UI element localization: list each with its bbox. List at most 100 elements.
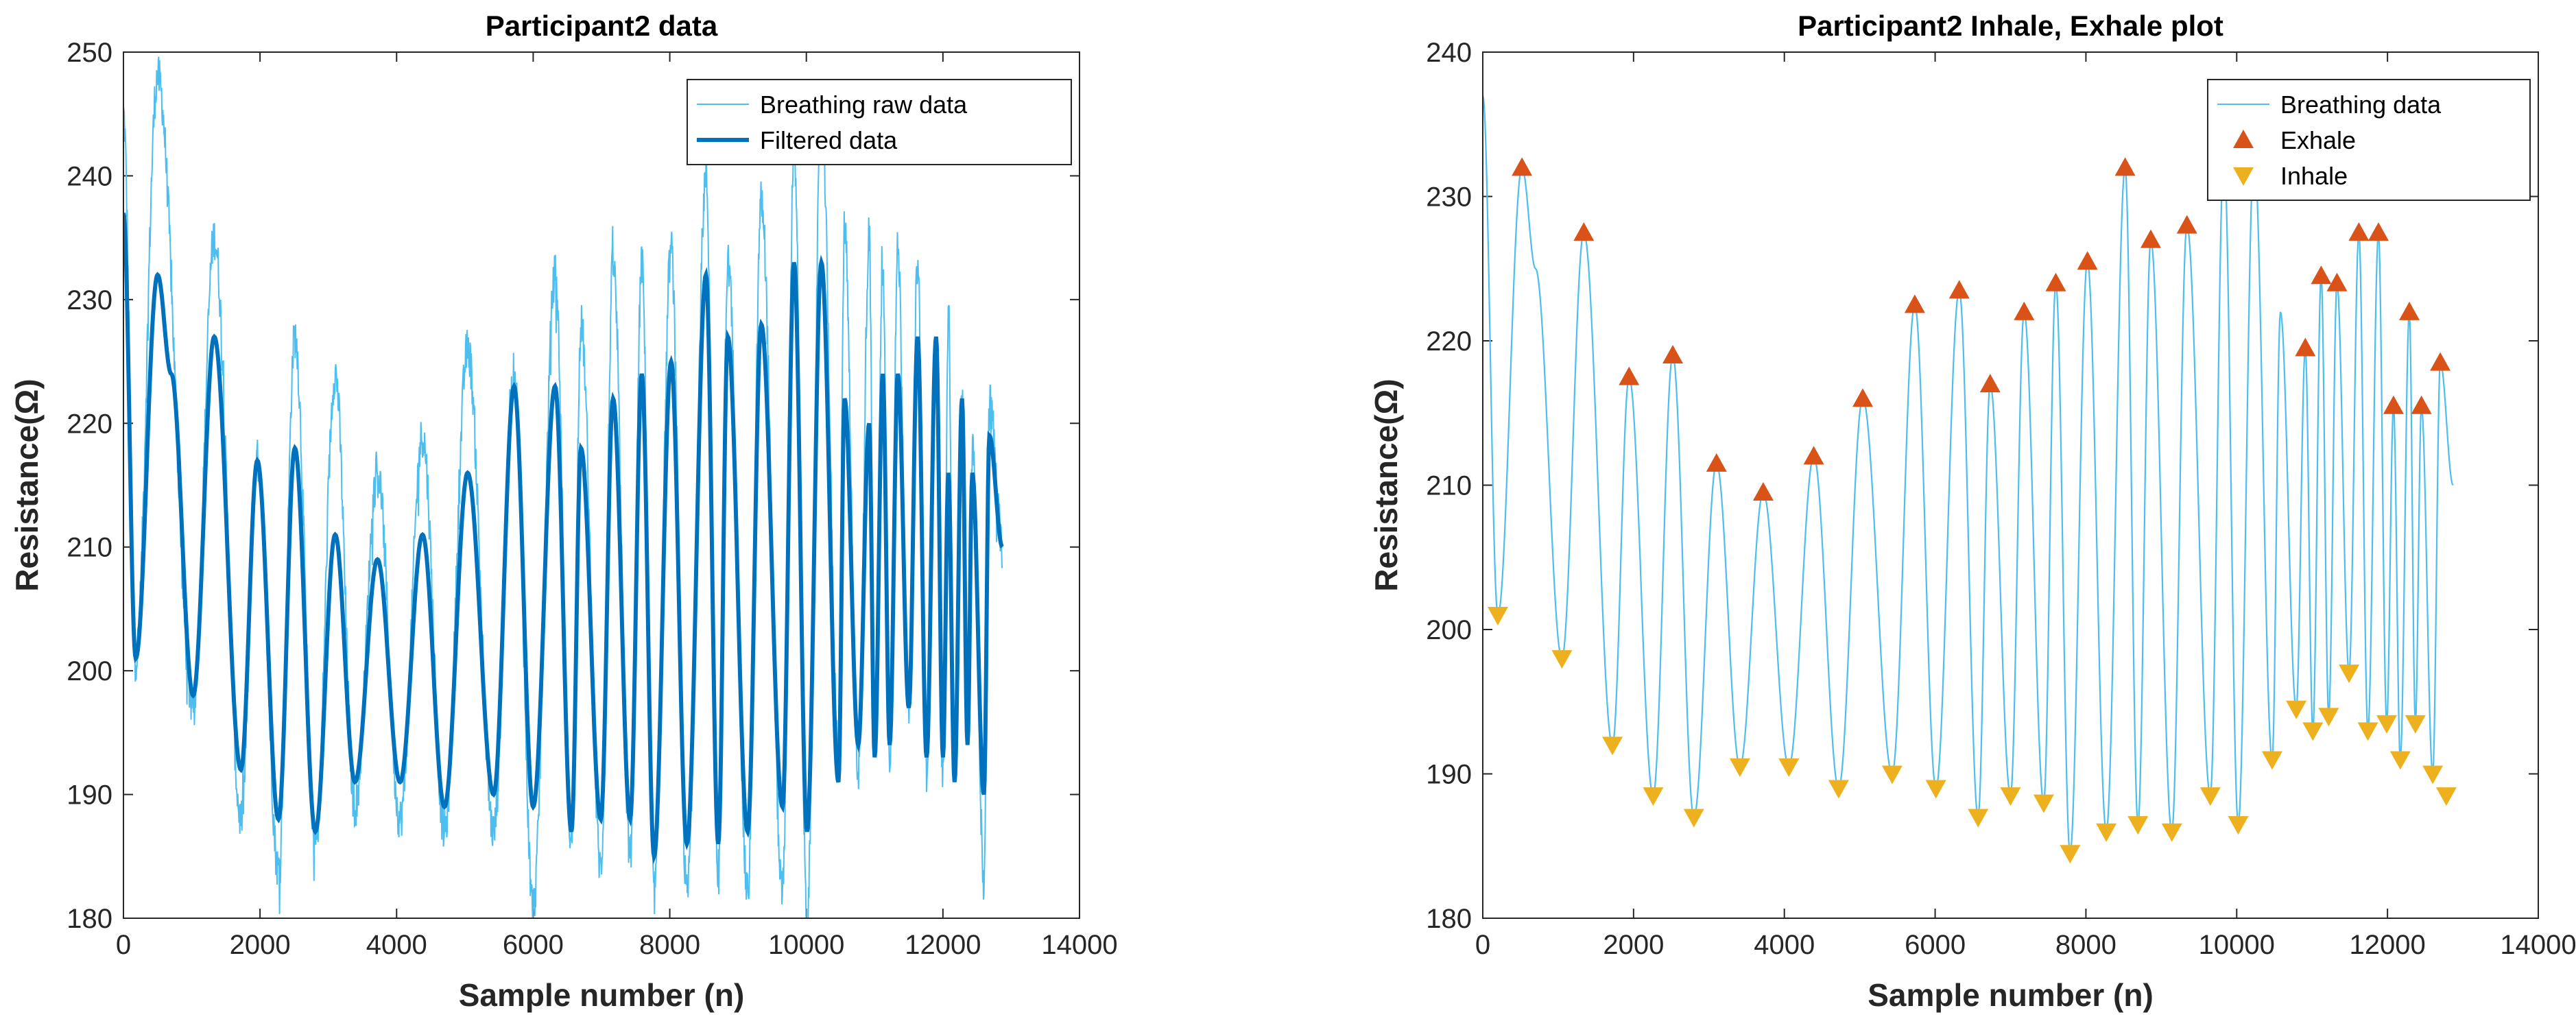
x-tick-label: 2000 [1603,930,1664,960]
exhale-marker [2383,395,2404,414]
inhale-marker [2127,816,2149,835]
axis-ticks: 0 2000 4000 6000 8000 10000 12000 14000 180 190 20… [1426,38,2576,960]
inhale-marker [2033,794,2054,813]
exhale-marker [1619,366,1640,385]
exhale-marker [1706,453,1727,472]
inhale-marker [2228,816,2249,835]
chart-participant2-data: Participant2 data Sample number (n) Resi… [9,10,1118,1013]
x-tick-label: 6000 [503,930,564,960]
inhale-marker [2286,700,2307,719]
x-tick-label: 12000 [905,930,981,960]
inhale-marker [1968,809,1989,828]
exhale-marker [2176,215,2197,234]
exhale-marker [1979,374,2001,393]
y-axis-label: Resistance(Ω) [9,379,45,591]
y-tick-label: 180 [1426,904,1472,934]
x-tick-label: 14000 [2500,930,2576,960]
exhale-marker [1803,446,1824,465]
exhale-marker [1573,222,1595,241]
exhale-marker [1852,388,1874,407]
legend-box [2207,79,2531,201]
exhale-marker [2295,337,2316,357]
inhale-marker [1828,780,1849,799]
exhale-marker [1662,345,1684,364]
legend-entry-raw: Breathing raw data [760,91,968,119]
y-tick-label: 200 [67,656,112,686]
x-axis-label: Sample number (n) [459,977,745,1013]
plot-area [1483,95,2457,864]
x-tick-label: 8000 [2055,930,2116,960]
y-tick-label: 210 [1426,471,1472,501]
y-tick-label: 250 [67,38,112,68]
inhale-marker [2318,708,2339,727]
x-tick-label: 8000 [639,930,700,960]
y-tick-label: 230 [1426,182,1472,213]
inhale-marker [1643,787,1664,806]
exhale-marker [2114,157,2136,176]
inhale-marker [2389,751,2411,770]
inhale-marker [1881,765,1903,785]
inhale-marker [2161,823,2182,842]
legend-marker-exhale [2233,130,2254,148]
exhale-marker [1512,157,1533,176]
legend-entry-exhale: Exhale [2280,126,2356,154]
axes-frame [123,51,1080,919]
x-axis-label: Sample number (n) [1868,977,2154,1013]
exhale-marker [2411,395,2432,414]
exhale-marker [2077,251,2098,270]
exhale-marker [2430,352,2451,371]
y-axis-label: Resistance(Ω) [1368,379,1404,591]
x-tick-label: 10000 [768,930,844,960]
inhale-marker [2261,751,2282,770]
inhale-marker [1778,758,1800,777]
legend: Breathing data Exhale Inhale [2207,79,2531,201]
chart-participant2-inhale-exhale: Participant2 Inhale, Exhale plot Sample … [1368,10,2576,1013]
y-tick-label: 240 [67,161,112,191]
legend-entry-inhale: Inhale [2280,162,2348,190]
exhale-marker [2348,222,2370,241]
exhale-marker [2014,301,2035,320]
inhale-marker [1602,736,1623,756]
inhale-marker [1683,809,1704,828]
axes-frame [1482,51,2539,919]
x-tick-label: 10000 [2199,930,2275,960]
exhale-marker [1904,294,1925,313]
y-tick-label: 220 [1426,326,1472,357]
y-tick-label: 210 [67,533,112,563]
inhale-marker [2435,787,2457,806]
legend-entry-breathing: Breathing data [2280,91,2442,119]
x-tick-label: 0 [116,930,131,960]
y-tick-label: 190 [1426,760,1472,790]
inhale-marker [2339,664,2360,684]
exhale-marker [1948,280,1970,299]
x-tick-label: 14000 [1041,930,1117,960]
inhale-marker [2357,722,2378,741]
exhale-marker [1752,482,1774,501]
plot-area [123,56,1004,918]
inhale-marker [2096,823,2117,842]
chart-title: Participant2 Inhale, Exhale plot [1798,10,2223,42]
inhale-marker [2000,787,2021,806]
inhale-marker [2302,722,2324,741]
legend-marker-inhale [2233,167,2254,186]
y-tick-label: 200 [1426,615,1472,645]
exhale-marker [2399,301,2420,320]
inhale-marker [1487,606,1508,625]
y-tick-label: 180 [67,904,112,934]
exhale-marker [2326,272,2348,291]
y-tick-label: 230 [67,285,112,315]
exhale-marker [2368,222,2389,241]
x-tick-label: 2000 [230,930,291,960]
filtered-data-line [123,213,1004,865]
breathing-data-line [1483,95,2454,854]
legend-box [687,79,1072,165]
legend: Breathing raw data Filtered data [687,79,1072,165]
inhale-marker [2376,715,2398,734]
exhale-marker [2140,229,2161,248]
exhale-marker [2311,265,2332,285]
y-tick-label: 190 [67,780,112,811]
inhale-marker [2405,715,2426,734]
chart-title: Participant2 data [486,10,718,42]
x-tick-label: 0 [1475,930,1490,960]
